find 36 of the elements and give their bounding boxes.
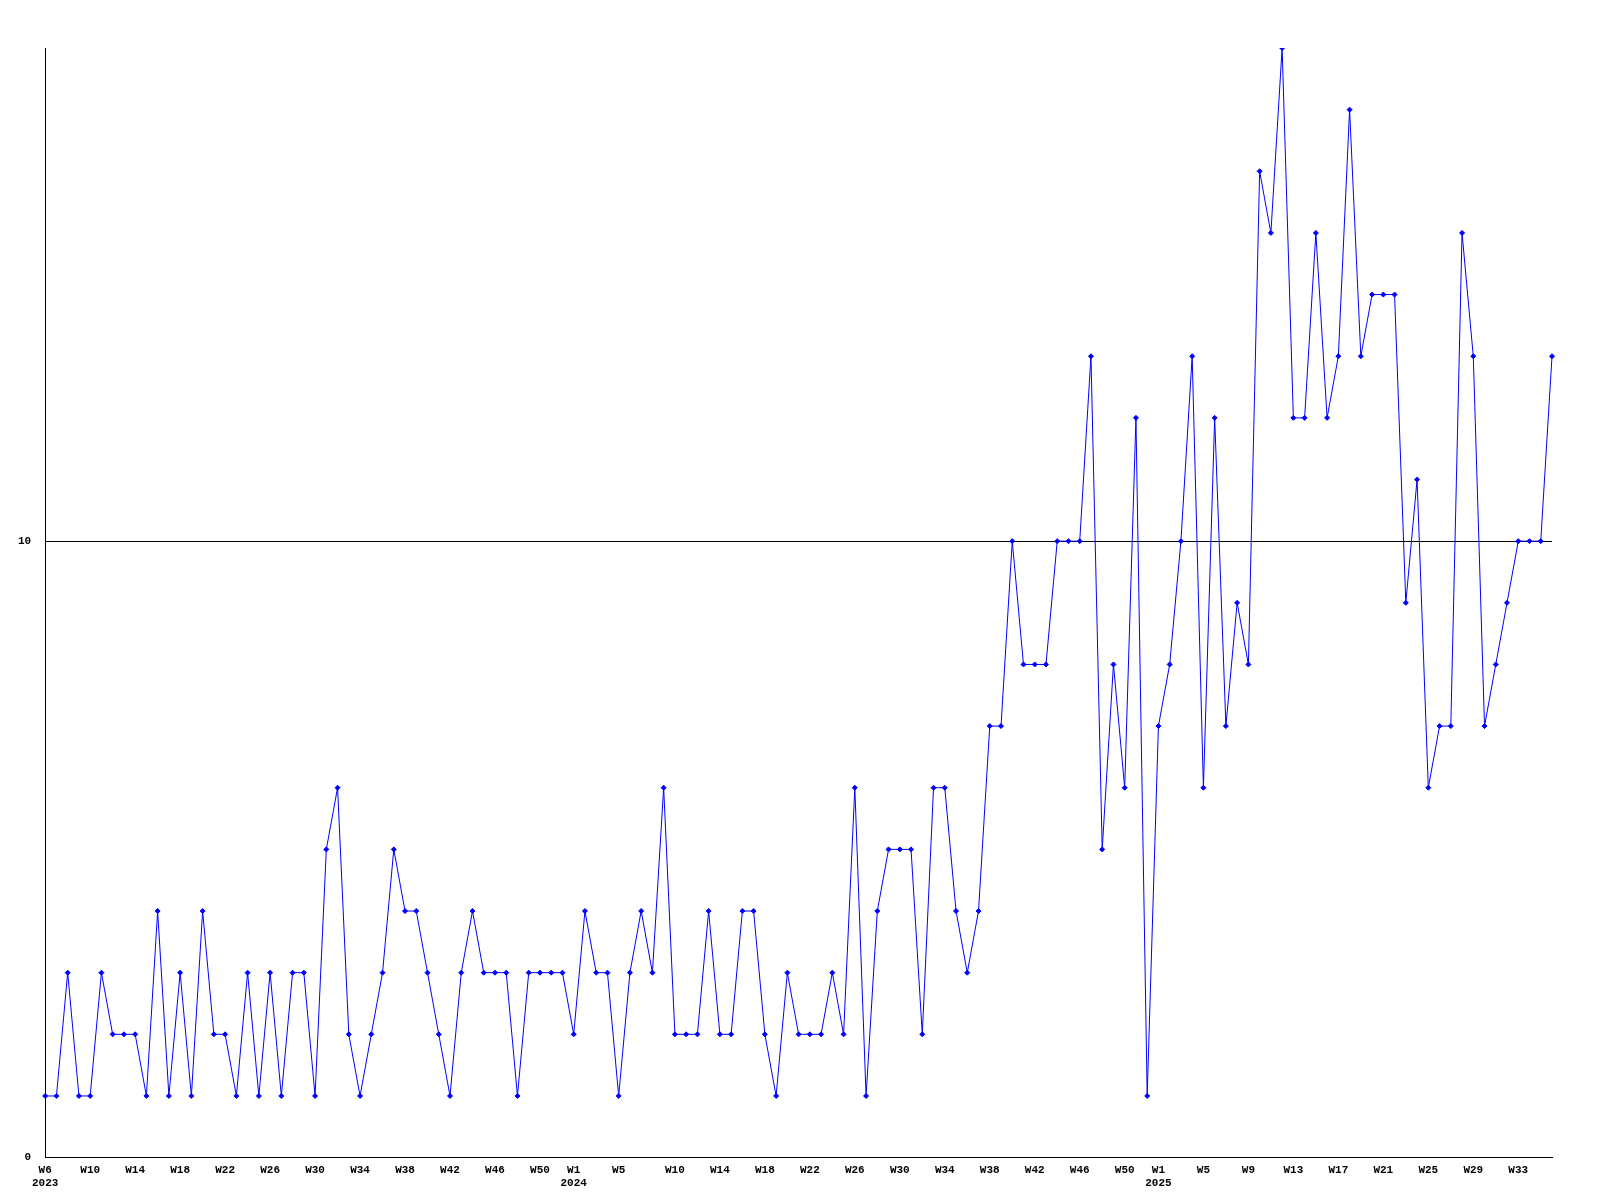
x-tick-label: W13 [1283,1163,1304,1176]
x-tick-label: W10 [80,1163,101,1176]
x-tick-label: W5 [612,1163,626,1176]
x-tick-label: W26 [844,1163,865,1176]
x-tick-label: W46 [485,1163,505,1176]
x-tick-label: W21 [1373,1163,1394,1176]
x-tick-label: W46 [1069,1163,1090,1176]
x-tick-label: W25 [1418,1163,1439,1176]
x-tick-label: W18 [170,1163,191,1176]
x-tick-label: W42 [1024,1163,1045,1176]
x-tick-label: W50 [1114,1163,1135,1176]
x-tick-label: W14 [709,1163,731,1176]
x-tick-label: W38 [395,1163,416,1176]
x-tick-label: W38 [979,1163,1001,1176]
x-tick-label: W34 [934,1163,956,1176]
x-tick-label: W29 [1463,1163,1484,1176]
x-tick-label: W30 [305,1163,325,1176]
x-tick-label: W42 [440,1163,460,1176]
y-tick-label: 10 [18,534,32,547]
x-tick-label: W14 [125,1163,146,1176]
x-tick-label: W5 [1196,1163,1211,1176]
x-tick-label: W34 [350,1163,371,1176]
x-tick-label: W10 [665,1163,685,1176]
x-tick-label: W22 [799,1163,820,1176]
x-tick-label: W18 [754,1163,776,1176]
x-tick-label: W30 [889,1163,910,1176]
y-tick-label: 0 [24,1151,32,1164]
x-tick-label: W9 [1241,1163,1255,1176]
x-tick-label: W33 [1508,1163,1529,1176]
x-tick-label: W26 [260,1163,280,1176]
x-tick-label: W50 [530,1163,550,1176]
x-tick-label: W22 [215,1163,236,1176]
x-tick-label: W17 [1328,1163,1349,1176]
x-tick-label: W1 2025 [1145,1163,1173,1190]
x-tick-label: W6 2023 [32,1163,59,1190]
x-tick-label: W1 2024 [560,1163,588,1190]
